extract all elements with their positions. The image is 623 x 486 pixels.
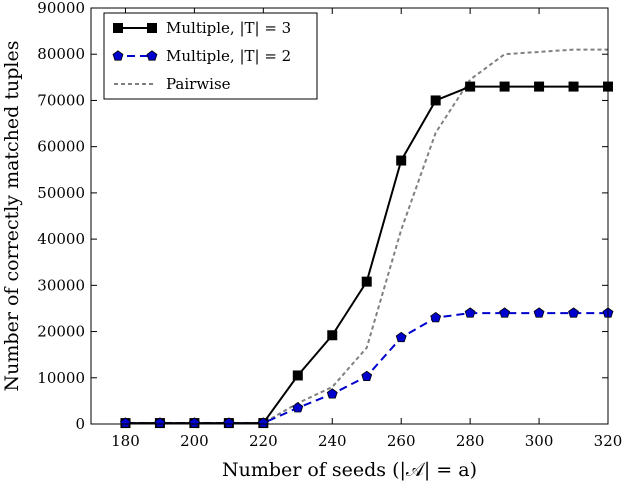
y-axis-label: Number of correctly matched tuples bbox=[1, 41, 23, 392]
legend-marker-0 bbox=[113, 23, 123, 33]
data-point-series-0 bbox=[361, 276, 372, 287]
y-tick-label: 50000 bbox=[37, 184, 85, 202]
series-markers bbox=[120, 81, 614, 429]
x-tick-label: 280 bbox=[456, 432, 485, 450]
x-tick-label: 200 bbox=[180, 432, 209, 450]
y-tick-label: 90000 bbox=[37, 0, 85, 17]
x-tick-label: 320 bbox=[594, 432, 623, 450]
data-point-series-0 bbox=[396, 155, 407, 166]
y-tick-label: 20000 bbox=[37, 323, 85, 341]
legend-marker-0 bbox=[147, 23, 157, 33]
y-tick-label: 10000 bbox=[37, 369, 85, 387]
legend-label-2: Pairwise bbox=[166, 75, 231, 93]
data-point-series-1 bbox=[568, 307, 579, 318]
x-axis-label: Number of seeds (|𝒜| = a) bbox=[222, 459, 477, 481]
data-point-series-0 bbox=[430, 95, 441, 106]
data-point-series-0 bbox=[327, 330, 338, 341]
legend: Multiple, |T| = 3 Multiple, |T| = 2 Pairwi… bbox=[103, 12, 318, 100]
data-point-series-1 bbox=[361, 370, 373, 382]
y-tick-label: 30000 bbox=[37, 276, 85, 294]
data-point-series-1 bbox=[257, 417, 269, 428]
legend-marker-1 bbox=[146, 50, 158, 61]
data-point-series-1 bbox=[464, 307, 476, 318]
data-point-series-0 bbox=[499, 81, 510, 92]
data-point-series-0 bbox=[568, 81, 579, 92]
data-point-series-1 bbox=[188, 417, 200, 428]
x-tick-label: 300 bbox=[525, 432, 554, 450]
legend-label-0: Multiple, |T| = 3 bbox=[166, 19, 291, 37]
data-point-series-1 bbox=[395, 331, 407, 343]
data-point-series-1 bbox=[154, 417, 166, 428]
y-tick-label: 40000 bbox=[37, 230, 85, 248]
data-point-series-1 bbox=[326, 388, 338, 399]
data-point-series-0 bbox=[465, 81, 476, 92]
y-tick-label: 0 bbox=[75, 415, 85, 433]
x-tick-label: 260 bbox=[387, 432, 416, 450]
plot-frame bbox=[90, 7, 609, 425]
data-point-series-1 bbox=[223, 417, 235, 428]
legend-label-1: Multiple, |T| = 2 bbox=[166, 47, 291, 65]
y-tick-label: 80000 bbox=[37, 45, 85, 63]
x-tick-label: 240 bbox=[318, 432, 347, 450]
data-point-series-1 bbox=[292, 402, 304, 413]
data-point-series-0 bbox=[534, 81, 545, 92]
data-point-series-1 bbox=[499, 307, 511, 318]
legend-marker-1 bbox=[112, 50, 124, 61]
y-tick-label: 70000 bbox=[37, 91, 85, 109]
y-tick-label: 60000 bbox=[37, 138, 85, 156]
x-tick-label: 180 bbox=[111, 432, 140, 450]
tick-labels: 180 200 220 240 260 280 300 320 0 10000 20000 30000… bbox=[37, 0, 622, 450]
data-point-series-1 bbox=[120, 417, 131, 428]
x-tick-label: 220 bbox=[249, 432, 278, 450]
data-point-series-1 bbox=[430, 311, 442, 323]
data-point-series-0 bbox=[292, 370, 303, 381]
data-point-series-1 bbox=[533, 307, 545, 318]
